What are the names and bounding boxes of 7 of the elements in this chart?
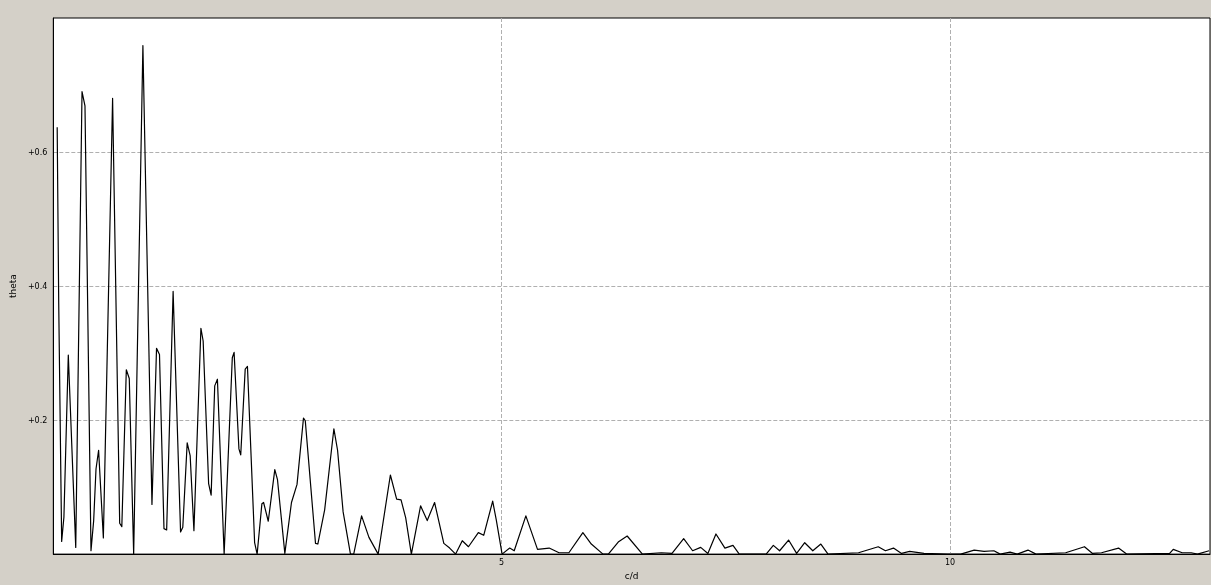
x-tick-label: 5 xyxy=(499,557,505,567)
x-tick-label: 10 xyxy=(944,557,956,567)
x-axis-title: c/d xyxy=(624,570,639,581)
y-tick-label: +0.2 xyxy=(27,415,48,425)
y-tick-label: +0.6 xyxy=(27,147,48,157)
y-axis-title: theta xyxy=(7,274,18,298)
y-tick-label: +0.4 xyxy=(27,281,48,291)
